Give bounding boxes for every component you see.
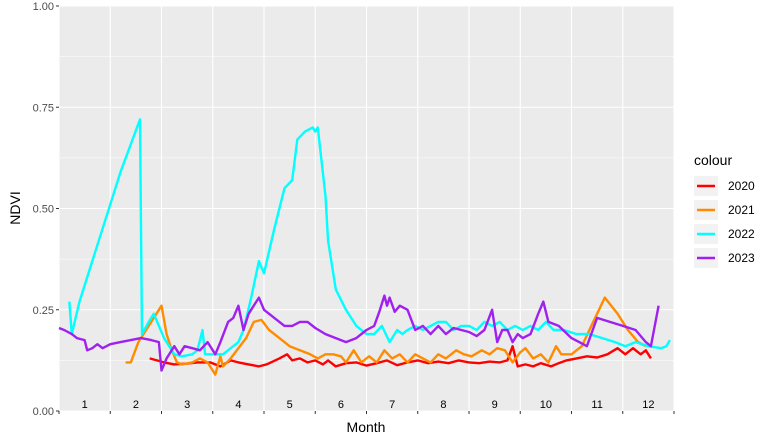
month-label: 11 [591, 399, 602, 411]
month-labels: 1 2 3 4 5 6 7 8 9 10 11 12 [82, 399, 655, 411]
series-line-2023 [58, 294, 660, 372]
x-axis [58, 411, 675, 414]
y-tick-label: 0.50 [33, 204, 54, 216]
month-label: 9 [492, 399, 498, 411]
legend-label-2023: 2023 [728, 251, 755, 265]
month-label: 3 [184, 399, 190, 411]
legend-label-2021: 2021 [728, 203, 755, 217]
series-line-2021 [125, 296, 647, 376]
month-label: 10 [540, 399, 552, 411]
y-tick-label: 0.75 [33, 102, 54, 114]
series-line-2022 [68, 118, 671, 358]
month-label: 5 [287, 399, 293, 411]
legend-label-2022: 2022 [728, 227, 755, 241]
month-label: 8 [440, 399, 446, 411]
month-label: 7 [389, 399, 395, 411]
month-label: 12 [642, 399, 654, 411]
y-axis-title: NDVI [7, 191, 23, 224]
y-tick-label: 0.25 [33, 305, 54, 317]
series-line-2020 [149, 345, 652, 368]
y-tick-label: 0.00 [33, 406, 54, 418]
month-label: 4 [235, 399, 241, 411]
series-layer [58, 118, 671, 376]
y-tick-label: 1.00 [33, 1, 54, 13]
month-label: 6 [338, 399, 344, 411]
y-axis: 0.00 0.25 0.50 0.75 1.00 [33, 1, 59, 418]
month-label: 2 [133, 399, 139, 411]
month-label: 1 [82, 399, 88, 411]
legend-label-2020: 2020 [728, 179, 755, 193]
x-axis-title: Month [347, 419, 386, 435]
legend-title: colour [694, 152, 732, 168]
legend: colour 2020 2021 2022 2023 [694, 152, 755, 268]
